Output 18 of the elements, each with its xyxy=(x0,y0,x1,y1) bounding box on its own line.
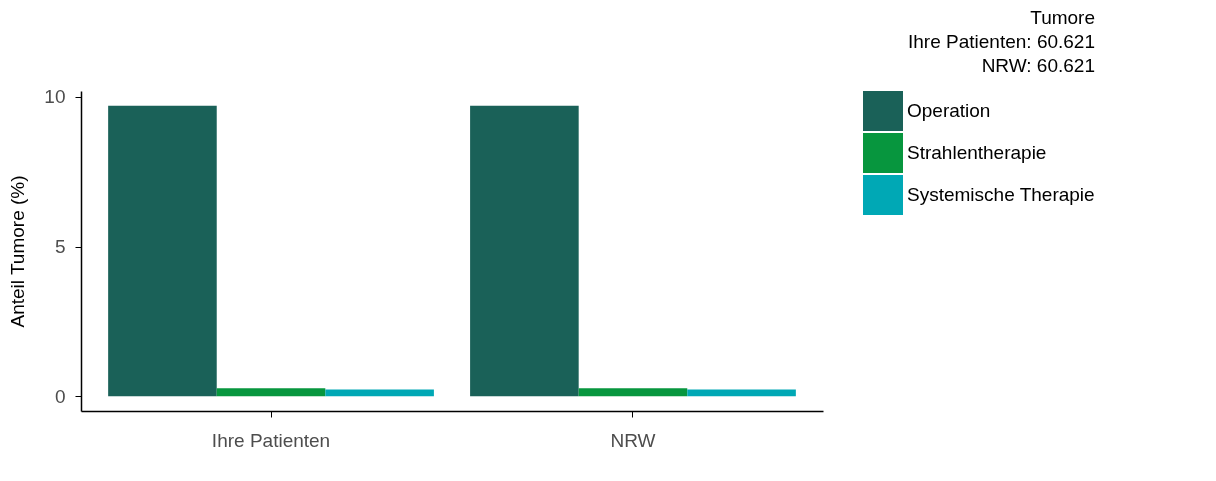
bar xyxy=(108,105,217,397)
y-axis-title: Anteil Tumore (%) xyxy=(7,175,29,328)
y-tick-label: 10 xyxy=(44,86,66,108)
bar xyxy=(216,388,326,397)
x-tick-label: NRW xyxy=(610,429,656,451)
legend-label: Strahlentherapie xyxy=(907,142,1047,163)
bar xyxy=(687,389,796,397)
y-tick-label: 5 xyxy=(54,236,66,258)
bar xyxy=(578,388,688,397)
text: Ihre Patienten: 60.621 xyxy=(908,30,1095,52)
text: Tumore xyxy=(1030,6,1095,28)
legend-label: Systemische Therapie xyxy=(907,184,1095,205)
y-tick-label: 0 xyxy=(54,385,66,407)
x-tick-label: Ihre Patienten xyxy=(211,429,331,451)
bar xyxy=(470,105,579,397)
bar xyxy=(325,389,434,397)
text: NRW: 60.621 xyxy=(981,54,1095,76)
legend-label: Operation xyxy=(907,100,991,121)
